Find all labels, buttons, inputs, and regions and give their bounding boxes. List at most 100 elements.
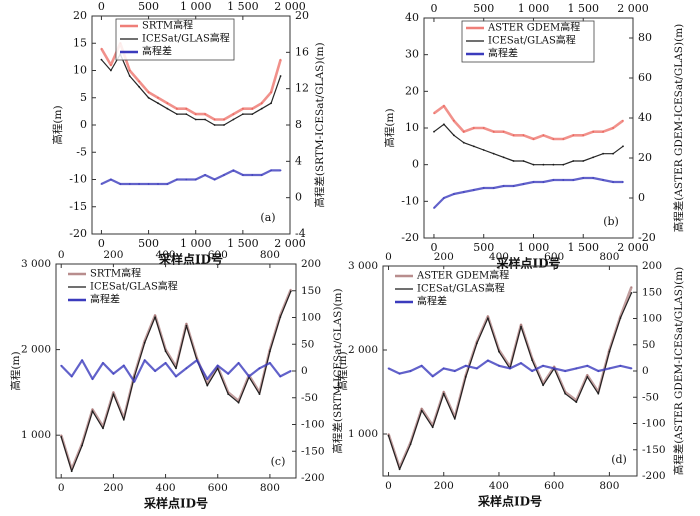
series-line-1 [433, 104, 624, 141]
y-tick-label-left: 3 000 [348, 260, 378, 272]
y-tick-label-left: 2 000 [348, 344, 378, 356]
data-point [532, 163, 535, 166]
data-point [619, 317, 622, 319]
data-point [279, 75, 282, 77]
data-point [147, 183, 150, 185]
x-tick-label-top: 800 [260, 249, 280, 261]
data-point [552, 138, 555, 140]
y-tick-label-left: 0 [80, 118, 87, 131]
x-tick-label-top: 600 [544, 251, 564, 263]
data-point [60, 436, 63, 438]
data-point [237, 401, 240, 404]
x-tick-label-bottom: 2 000 [617, 241, 649, 254]
data-point [482, 187, 485, 189]
x-tick-label-bottom: 600 [208, 482, 228, 494]
y-axis-label-right: 高程差(ASTER GDEM-ICESat/GLAS)(m) [672, 24, 685, 233]
data-point [248, 375, 250, 378]
data-point [143, 359, 146, 362]
x-tick-label-bottom: 800 [599, 480, 619, 492]
data-point [420, 409, 423, 412]
x-tick-label-bottom: 1 000 [180, 237, 212, 250]
data-point [279, 58, 282, 61]
data-point [194, 113, 197, 115]
data-point [487, 359, 489, 362]
data-point [242, 174, 244, 176]
data-point [260, 174, 263, 176]
data-point [70, 470, 73, 473]
data-point [453, 418, 456, 420]
y-tick-label-left: 10 [405, 121, 419, 134]
x-tick-label-top: 800 [599, 251, 619, 263]
y-tick-label-right: 50 [301, 338, 314, 350]
data-point [100, 183, 103, 185]
data-point [387, 434, 390, 437]
data-point [196, 359, 198, 362]
data-point [133, 376, 136, 378]
x-tick-label-bottom: 1 500 [567, 241, 599, 254]
data-point [586, 374, 589, 377]
y-tick-label-right: -50 [642, 391, 659, 403]
data-point [433, 130, 435, 133]
series-line-3 [100, 169, 281, 186]
data-point [492, 130, 495, 133]
data-point [522, 134, 525, 137]
y-tick-label-right: -20 [638, 231, 656, 244]
data-point [592, 177, 595, 179]
data-point [572, 134, 575, 137]
data-point [586, 376, 589, 378]
data-point [206, 384, 209, 387]
data-point [157, 183, 159, 185]
data-point [512, 160, 515, 162]
data-point [398, 468, 401, 471]
data-point [442, 392, 445, 395]
x-tick-label-bottom: 500 [473, 241, 494, 254]
legend-label: 高程差 [417, 295, 447, 308]
data-point [216, 364, 219, 367]
data-point [409, 443, 412, 445]
data-point [532, 181, 535, 183]
data-point [100, 47, 103, 50]
data-point [420, 407, 423, 410]
legend-label: ICESat/GLAS高程 [488, 34, 576, 47]
data-point [482, 149, 485, 151]
data-point [572, 160, 575, 162]
data-point [185, 324, 188, 327]
data-point [279, 375, 282, 378]
data-point [91, 408, 94, 411]
y-tick-label-right: -4 [295, 227, 306, 240]
y-tick-label-left: -10 [69, 173, 87, 186]
y-tick-label-right: 40 [638, 111, 652, 124]
y-tick-label-right: 0 [642, 365, 649, 377]
data-point [232, 118, 235, 121]
data-point [269, 350, 271, 353]
data-point [157, 102, 159, 105]
data-point [592, 130, 595, 133]
y-tick-label-right: -50 [301, 392, 318, 404]
y-tick-label-left: -20 [69, 227, 87, 240]
series-line-2 [433, 123, 624, 166]
data-point [166, 102, 169, 105]
data-point [462, 141, 465, 144]
panel-label: (b) [603, 215, 619, 228]
x-tick-label-top: 200 [434, 251, 454, 263]
y-tick-label-right: 0 [301, 365, 308, 377]
series-line-2 [100, 53, 282, 126]
data-point [258, 393, 261, 395]
data-point [602, 130, 604, 133]
data-point [112, 372, 115, 375]
y-tick-label-left: 20 [73, 9, 87, 22]
x-tick-label-top: 2 000 [274, 0, 306, 13]
data-point [185, 113, 188, 115]
data-point [175, 367, 177, 370]
data-point [443, 197, 445, 199]
data-point [260, 102, 263, 105]
y-axis-label-right: 高程差(ASTER GDEM-ICESat/GLAS)(m) [672, 267, 685, 476]
y-tick-label-right: 0 [295, 191, 302, 204]
data-point [213, 178, 216, 181]
x-tick-label-bottom: 0 [385, 480, 392, 492]
y-tick-label-left: 2 000 [21, 344, 51, 356]
y-tick-label-left: 0 [412, 158, 419, 171]
data-point [420, 364, 423, 367]
y-tick-label-left: -10 [401, 194, 419, 207]
data-point [575, 367, 578, 370]
